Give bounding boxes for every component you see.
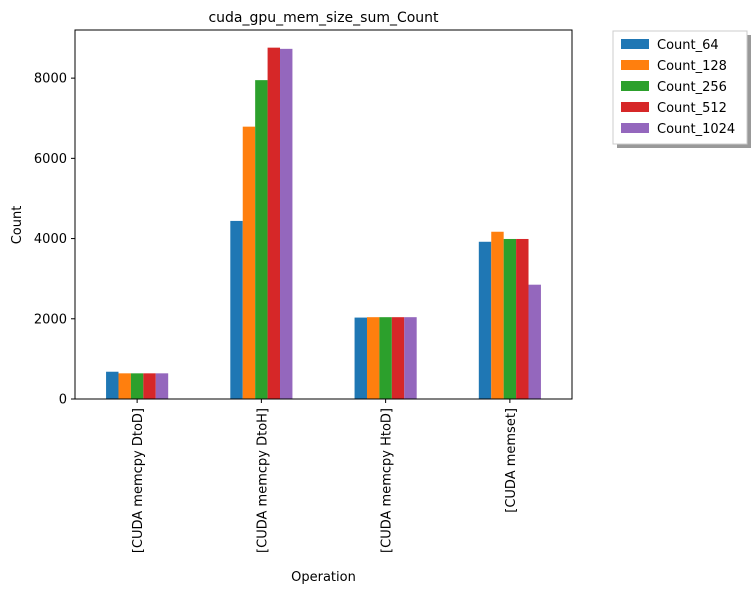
- x-tick-label: [CUDA memcpy DtoH]: [255, 408, 270, 553]
- y-tick-label: 6000: [34, 152, 67, 167]
- bar-Count_512-1: [267, 47, 281, 400]
- bar-Count_64-0: [106, 371, 119, 399]
- bar-Count_1024-1: [280, 48, 293, 399]
- bar-Count_1024-2: [404, 317, 417, 399]
- plot-frame: [74, 29, 573, 400]
- bar-Count_256-2: [379, 317, 392, 399]
- bar-Count_64-3: [478, 241, 492, 399]
- bar-Count_64-1: [230, 220, 243, 399]
- bars-layer: [106, 47, 541, 400]
- bar-Count_128-0: [118, 373, 131, 399]
- x-tick-label: [CUDA memcpy DtoD]: [131, 408, 146, 553]
- bar-Count_256-3: [503, 238, 517, 399]
- legend-swatch-Count_512: [621, 102, 649, 112]
- bar-Count_512-0: [143, 373, 156, 399]
- chart-title: cuda_gpu_mem_size_sum_Count: [208, 10, 439, 26]
- bar-Count_1024-3: [528, 284, 541, 399]
- bar-Count_64-2: [354, 317, 367, 399]
- bar-Count_256-1: [255, 80, 268, 399]
- y-tick-label: 4000: [34, 232, 67, 247]
- y-tick-label: 0: [59, 393, 67, 408]
- legend-swatch-Count_128: [621, 60, 649, 70]
- legend-swatch-Count_1024: [621, 123, 649, 133]
- bar-Count_1024-0: [155, 373, 169, 399]
- bar-Count_128-1: [242, 126, 256, 399]
- legend-swatch-Count_64: [621, 39, 649, 49]
- y-tick-label: 2000: [34, 312, 67, 327]
- x-tick-label: [CUDA memset]: [504, 408, 519, 513]
- legend-label-Count_1024: Count_1024: [657, 122, 735, 137]
- bar-Count_128-2: [366, 317, 380, 399]
- y-axis-label: Count: [10, 206, 25, 245]
- legend-label-Count_512: Count_512: [657, 101, 727, 116]
- legend-label-Count_64: Count_64: [657, 38, 719, 53]
- bar-Count_512-2: [391, 317, 405, 399]
- legend-label-Count_256: Count_256: [657, 80, 727, 95]
- y-tick-label: 8000: [34, 72, 67, 87]
- x-tick-label: [CUDA memcpy HtoD]: [380, 408, 395, 553]
- bar-Count_512-3: [516, 238, 529, 399]
- legend: Count_64 Count_128 Count_256 Count_512 Count…: [612, 30, 751, 148]
- legend-swatch-Count_256: [621, 81, 649, 91]
- axes-layer: 0 2000 4000 6000 8000 [CUDA memcpy DtoD] [CUDA…: [34, 29, 573, 553]
- bar-Count_128-3: [491, 231, 504, 399]
- bar-Count_256-0: [130, 373, 144, 399]
- legend-label-Count_128: Count_128: [657, 59, 727, 74]
- x-axis-label: Operation: [291, 570, 356, 585]
